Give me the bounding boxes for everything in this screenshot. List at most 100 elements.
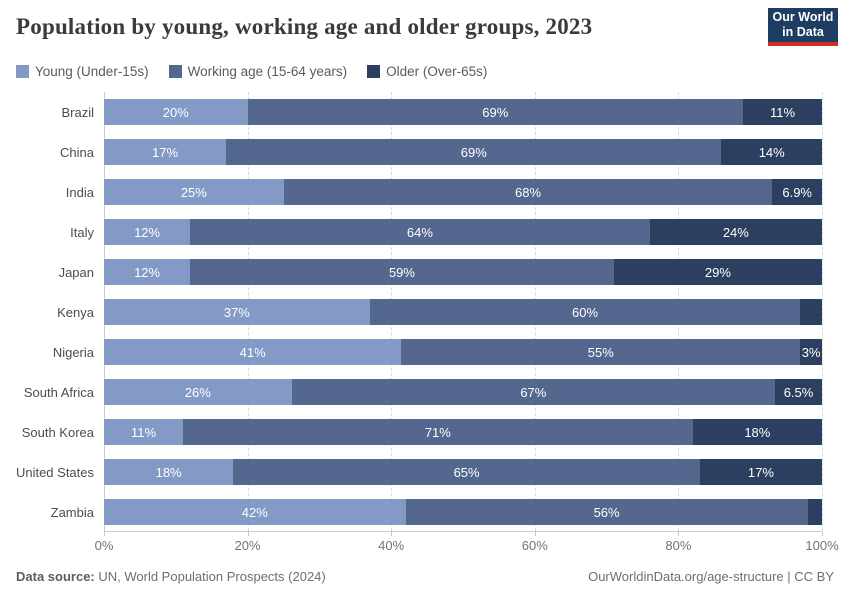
bar-segment-older[interactable]: 18% (692, 419, 822, 445)
segment-value-label: 24% (722, 224, 749, 240)
stacked-bar: 12% 59% 29% (104, 259, 822, 285)
bar-segment-young[interactable]: 25% (104, 179, 284, 205)
segment-value-label: 64% (406, 224, 433, 240)
axis-tick-label: 0% (94, 538, 114, 553)
bar-segment-working-age[interactable]: 55% (401, 339, 801, 365)
segment-value-label: 69% (460, 144, 487, 160)
segment-value-label: 37% (223, 304, 250, 320)
bar-segment-working-age[interactable]: 64% (190, 219, 650, 245)
bar-segment-working-age[interactable]: 60% (369, 299, 801, 325)
bar-row: Italy 12% 64% 24% (70, 212, 822, 252)
segment-value-label: 6.9% (782, 184, 812, 200)
gridline-100 (822, 92, 823, 531)
bar-segment-older[interactable]: 29% (613, 259, 822, 285)
bar-segment-young[interactable]: 12% (104, 259, 191, 285)
segment-value-label: 11% (769, 104, 796, 120)
country-label[interactable]: Kenya (57, 305, 94, 320)
country-label[interactable]: United States (15, 465, 94, 480)
axis-tick (247, 532, 249, 536)
legend-item-2[interactable]: Older (Over-65s) (367, 64, 487, 79)
segment-value-label: 25% (180, 184, 207, 200)
segment-value-label: 17% (747, 464, 774, 480)
segment-value-label: 29% (704, 264, 731, 280)
country-label[interactable]: Italy (70, 225, 94, 240)
bar-segment-working-age[interactable]: 67% (291, 379, 776, 405)
country-label[interactable]: South Korea (21, 425, 94, 440)
axis-tick-label: 80% (665, 538, 692, 553)
bar-segment-older[interactable]: 24% (649, 219, 822, 245)
page-title: Population by young, working age and old… (16, 14, 593, 39)
bar-segment-young[interactable]: 26% (104, 379, 292, 405)
segment-value-label: 55% (587, 344, 614, 360)
bar-row: Kenya 37% 60% (57, 292, 822, 332)
bar-segment-working-age[interactable]: 68% (283, 179, 773, 205)
bar-row: South Korea 11% 71% 18% (22, 412, 822, 452)
bar-segment-older[interactable]: 6.5% (775, 379, 822, 405)
bar-segment-working-age[interactable]: 59% (190, 259, 614, 285)
stacked-bar: 42% 56% (104, 499, 822, 525)
bar-segment-young[interactable]: 41% (104, 339, 402, 365)
legend-swatch-icon (16, 65, 29, 78)
country-label[interactable]: Brazil (61, 105, 94, 120)
chart-legend: Young (Under-15s) Working age (15-64 year… (16, 64, 487, 79)
segment-value-label: 56% (593, 504, 620, 520)
segment-value-label: 11% (130, 424, 157, 440)
owid-logo[interactable]: Our World in Data (768, 8, 838, 46)
bar-segment-older[interactable] (800, 299, 822, 325)
axis-tick-label: 40% (378, 538, 405, 553)
chart-footer: Data source: UN, World Population Prospe… (16, 569, 834, 584)
bar-segment-young[interactable]: 42% (104, 499, 406, 525)
stacked-bar: 41% 55% 3% (104, 339, 822, 365)
bar-segment-working-age[interactable]: 71% (182, 419, 693, 445)
country-label[interactable]: South Africa (23, 385, 94, 400)
bar-segment-older[interactable]: 17% (699, 459, 822, 485)
bar-segment-young[interactable]: 11% (104, 419, 183, 445)
country-label[interactable]: India (65, 185, 94, 200)
segment-value-label: 65% (453, 464, 480, 480)
bar-row: United States 18% 65% 17% (16, 452, 822, 492)
bar-segment-older[interactable] (807, 499, 822, 525)
country-label[interactable]: China (60, 145, 94, 160)
bar-segment-working-age[interactable]: 69% (226, 139, 722, 165)
axis-tick (678, 532, 680, 536)
segment-value-label: 26% (184, 384, 211, 400)
country-label[interactable]: Zambia (50, 505, 94, 520)
bar-segment-older[interactable]: 3% (800, 339, 822, 365)
segment-value-label: 17% (152, 144, 179, 160)
segment-value-label: 71% (424, 424, 451, 440)
country-label[interactable]: Nigeria (52, 345, 94, 360)
stacked-bar: 12% 64% 24% (104, 219, 822, 245)
segment-value-label: 41% (239, 344, 266, 360)
country-label[interactable]: Japan (58, 265, 94, 280)
bar-segment-working-age[interactable]: 69% (247, 99, 743, 125)
segment-value-label: 12% (134, 264, 161, 280)
axis-tick-label: 20% (234, 538, 261, 553)
bar-segment-older[interactable]: 6.9% (772, 179, 822, 205)
bar-segment-working-age[interactable]: 65% (233, 459, 700, 485)
bar-segment-young[interactable]: 37% (104, 299, 370, 325)
segment-value-label: 3% (801, 344, 821, 360)
bar-segment-older[interactable]: 14% (721, 139, 822, 165)
legend-label: Young (Under-15s) (35, 64, 149, 79)
owid-logo-line1: Our World (772, 10, 834, 24)
segment-value-label: 20% (162, 104, 189, 120)
bar-segment-older[interactable]: 11% (743, 99, 822, 125)
bar-segment-young[interactable]: 20% (104, 99, 248, 125)
bar-segment-young[interactable]: 12% (104, 219, 191, 245)
plot-area: Brazil 20% 69% 11% China 17% 69% 14% India 25% 68%… (16, 92, 823, 532)
stacked-bar: 26% 67% 6.5% (104, 379, 822, 405)
bar-row: India 25% 68% 6.9% (66, 172, 822, 212)
legend-label: Older (Over-65s) (386, 64, 488, 79)
credit-text[interactable]: OurWorldinData.org/age-structure | CC BY (588, 569, 834, 584)
stacked-bar: 20% 69% 11% (104, 99, 822, 125)
segment-value-label: 18% (155, 464, 182, 480)
bar-segment-young[interactable]: 18% (104, 459, 234, 485)
bar-segment-young[interactable]: 17% (104, 139, 227, 165)
data-source-value: UN, World Population Prospects (2024) (94, 569, 326, 584)
legend-item-1[interactable]: Working age (15-64 years) (168, 64, 347, 79)
legend-item-0[interactable]: Young (Under-15s) (16, 64, 149, 79)
bar-row: Brazil 20% 69% 11% (61, 92, 822, 132)
segment-value-label: 68% (515, 184, 542, 200)
bar-segment-working-age[interactable]: 56% (405, 499, 808, 525)
owid-logo-line2: in Data (782, 25, 824, 39)
